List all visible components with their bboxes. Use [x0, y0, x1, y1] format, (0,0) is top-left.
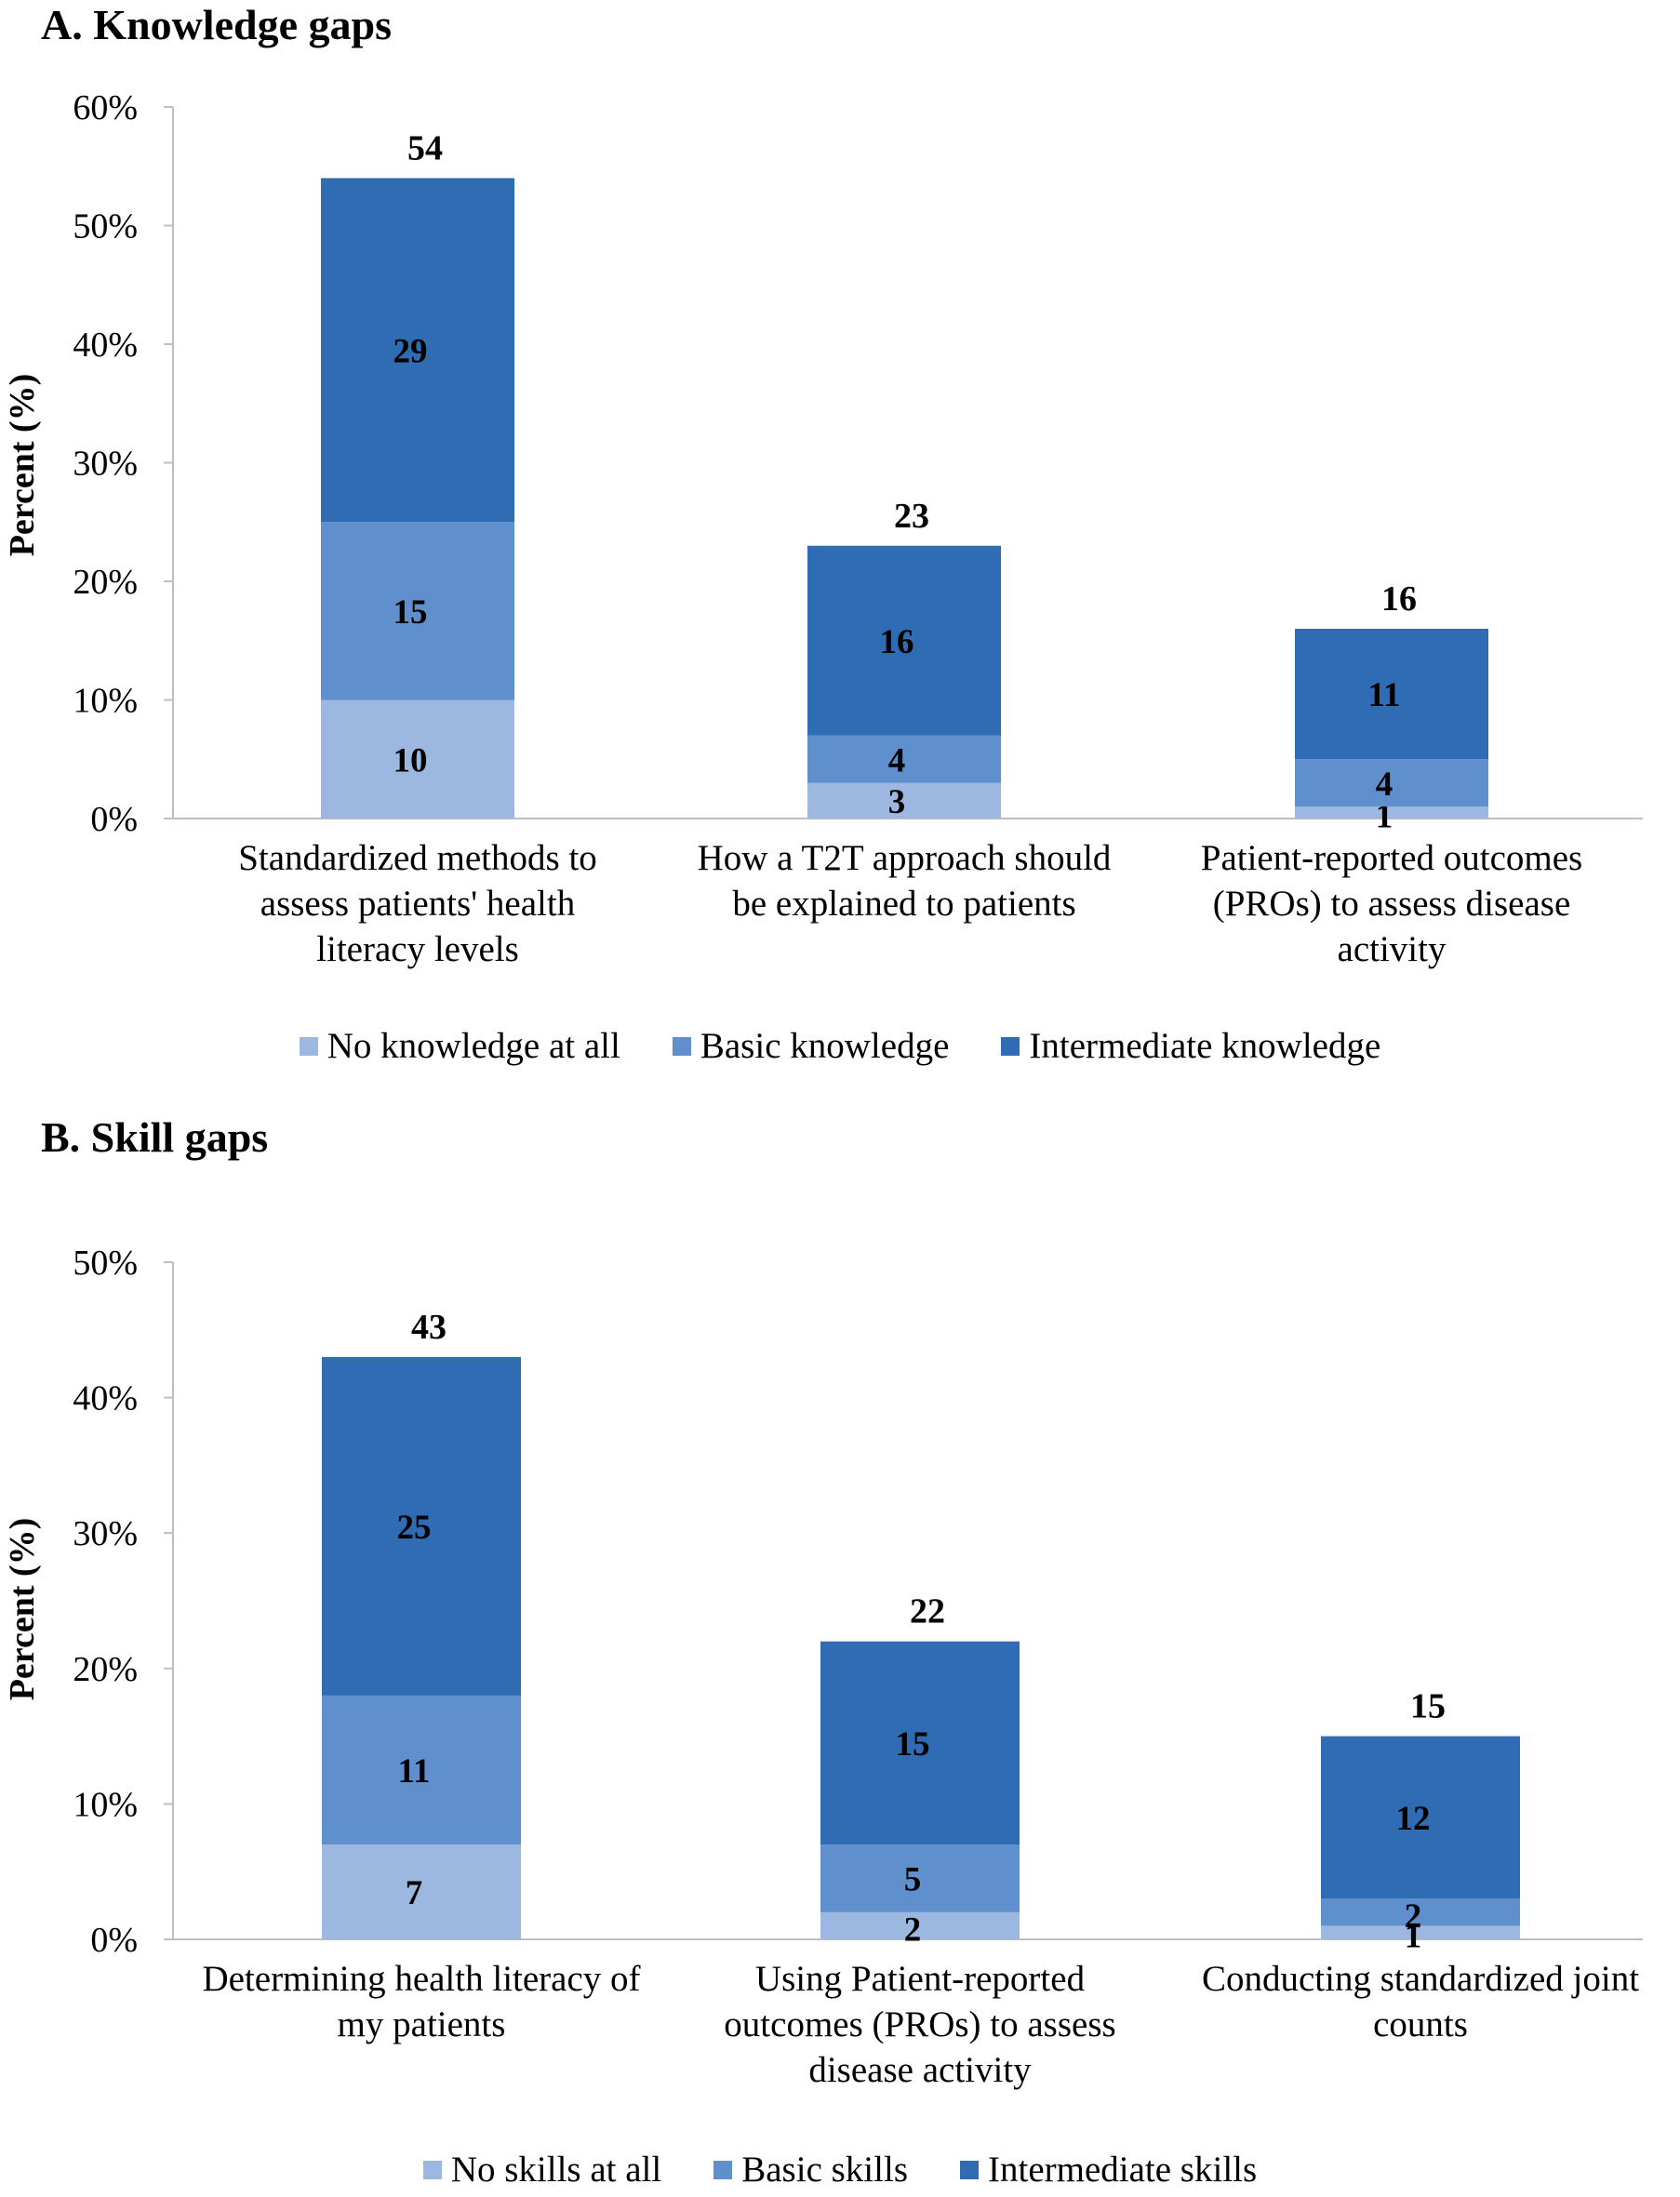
- chart-title: B. Skill gaps: [41, 1113, 269, 1161]
- data-label: 10: [393, 741, 428, 779]
- data-label: 11: [398, 1752, 431, 1791]
- data-label: 5: [904, 1860, 922, 1898]
- bar-segment: [807, 735, 1001, 783]
- data-label: 4: [888, 741, 906, 779]
- x-category-label: Patient-reported outcomes: [1201, 838, 1582, 878]
- bar-segment: [1295, 806, 1488, 819]
- legend-item: Intermediate knowledge: [1001, 1025, 1380, 1067]
- chart-legend: No skills at all Basic skills Intermedia…: [0, 2149, 1680, 2190]
- x-category-label: Determining health literacy of: [202, 1959, 640, 1999]
- y-tick-label: 10%: [73, 1785, 138, 1824]
- y-tick-label: 30%: [73, 1514, 138, 1553]
- bar-segment: [321, 178, 514, 523]
- bar-segment: [321, 699, 514, 819]
- knowledge-gaps-chart: 0% 10% 20% 30% 40% 50% 60% Percent (%) 10 15 29 54 S…: [3, 88, 1643, 969]
- bar-segment: [321, 522, 514, 700]
- legend-label: Basic skills: [741, 2150, 908, 2190]
- y-tick-label: 10%: [73, 682, 138, 721]
- data-label: 29: [393, 332, 428, 370]
- x-category-label: Standardized methods to: [238, 838, 597, 878]
- x-category-label: Conducting standardized joint: [1202, 1959, 1639, 1999]
- data-label: 15: [896, 1725, 930, 1764]
- total-label: 43: [411, 1308, 447, 1347]
- y-tick-label: 50%: [73, 207, 138, 246]
- x-category-label: counts: [1373, 2004, 1468, 2044]
- chart-legend: No knowledge at all Basic knowledge Inte…: [0, 1025, 1680, 1067]
- data-label: 16: [880, 623, 914, 661]
- data-label: 11: [1368, 676, 1401, 714]
- y-tick-label: 20%: [73, 563, 138, 602]
- y-tick-label: 20%: [73, 1650, 138, 1689]
- data-label: 2: [904, 1911, 922, 1949]
- legend-item: Basic knowledge: [672, 1025, 950, 1067]
- data-label: 12: [1396, 1800, 1431, 1838]
- total-label: 23: [894, 497, 929, 536]
- chart-title: A. Knowledge gaps: [41, 1, 392, 48]
- total-label: 16: [1381, 579, 1417, 619]
- legend-label: No skills at all: [450, 2150, 662, 2190]
- legend-swatch-icon: [1001, 1036, 1020, 1056]
- data-label: 1: [1376, 798, 1393, 836]
- legend-label: No knowledge at all: [327, 1026, 620, 1066]
- y-axis-label: Percent (%): [3, 1518, 42, 1701]
- legend-item: No skills at all: [422, 2149, 662, 2190]
- x-category-label: (PROs) to assess disease: [1213, 884, 1571, 924]
- x-category-label: activity: [1338, 929, 1447, 969]
- data-label: 2: [1405, 1897, 1422, 1936]
- x-category-label: my patients: [338, 2004, 506, 2044]
- skill-gaps-chart: 0%10%20%30%40%50%Percent (%)7112543Deter…: [3, 1244, 1643, 2090]
- x-category-label: be explained to patients: [732, 884, 1075, 924]
- x-category-label: literacy levels: [316, 929, 519, 969]
- bar-segment: [820, 1911, 1020, 1939]
- data-label: 7: [406, 1874, 423, 1912]
- legend-item: No knowledge at all: [299, 1025, 620, 1067]
- bar-segment: [322, 1844, 521, 1939]
- bar-segment: [1321, 1898, 1520, 1926]
- total-label: 22: [910, 1592, 945, 1631]
- bar-segment: [820, 1844, 1020, 1912]
- x-category-label: outcomes (PROs) to assess: [724, 2004, 1115, 2044]
- legend-label: Intermediate knowledge: [1029, 1026, 1381, 1066]
- y-tick-label: 0%: [90, 1921, 138, 1960]
- bar-segment: [1295, 629, 1488, 760]
- legend-swatch-icon: [713, 2160, 733, 2179]
- x-category-label: disease activity: [808, 2050, 1032, 2090]
- data-label: 15: [393, 593, 428, 632]
- data-label: 3: [888, 783, 906, 821]
- data-label: 25: [397, 1509, 432, 1547]
- y-tick-label: 40%: [73, 326, 138, 365]
- x-category-label: Using Patient-reported: [755, 1959, 1086, 1999]
- y-tick-label: 40%: [73, 1379, 138, 1418]
- total-label: 15: [1410, 1687, 1446, 1726]
- y-tick-label: 30%: [73, 445, 138, 484]
- data-label: 1: [1405, 1918, 1422, 1956]
- legend-label: Basic knowledge: [700, 1026, 950, 1066]
- x-category-label: How a T2T approach should: [698, 838, 1112, 878]
- bar-segment: [322, 1695, 521, 1845]
- y-tick-label: 50%: [73, 1244, 138, 1283]
- bar-segment: [1295, 759, 1488, 807]
- bar-segment: [322, 1356, 521, 1696]
- legend-item: Intermediate skills: [960, 2149, 1257, 2190]
- skill-gaps-panel: B. Skill gaps 0% 10% 20% 30% 40% 50% Percent (…: [0, 1113, 1680, 2197]
- total-label: 54: [407, 129, 443, 168]
- y-tick-label: 0%: [90, 800, 138, 839]
- legend-label: Intermediate skills: [988, 2150, 1258, 2190]
- data-label: 4: [1376, 766, 1393, 804]
- legend-swatch-icon: [422, 2160, 442, 2179]
- legend-item: Basic skills: [713, 2149, 908, 2190]
- knowledge-gaps-panel: A. Knowledge gaps 0% 10% 20% 30% 40% 50% 60% Pe…: [0, 1, 1680, 1067]
- bar-segment: [820, 1641, 1020, 1845]
- legend-swatch-icon: [299, 1036, 318, 1056]
- x-category-label: assess patients' health: [260, 884, 575, 924]
- bar-segment: [1321, 1736, 1520, 1899]
- y-tick-label: 60%: [73, 88, 138, 127]
- bar-segment: [1321, 1925, 1520, 1939]
- bar-segment: [807, 782, 1001, 819]
- y-axis-label: Percent (%): [3, 374, 42, 557]
- bar-segment: [807, 545, 1001, 736]
- legend-swatch-icon: [960, 2160, 979, 2179]
- legend-swatch-icon: [672, 1036, 691, 1056]
